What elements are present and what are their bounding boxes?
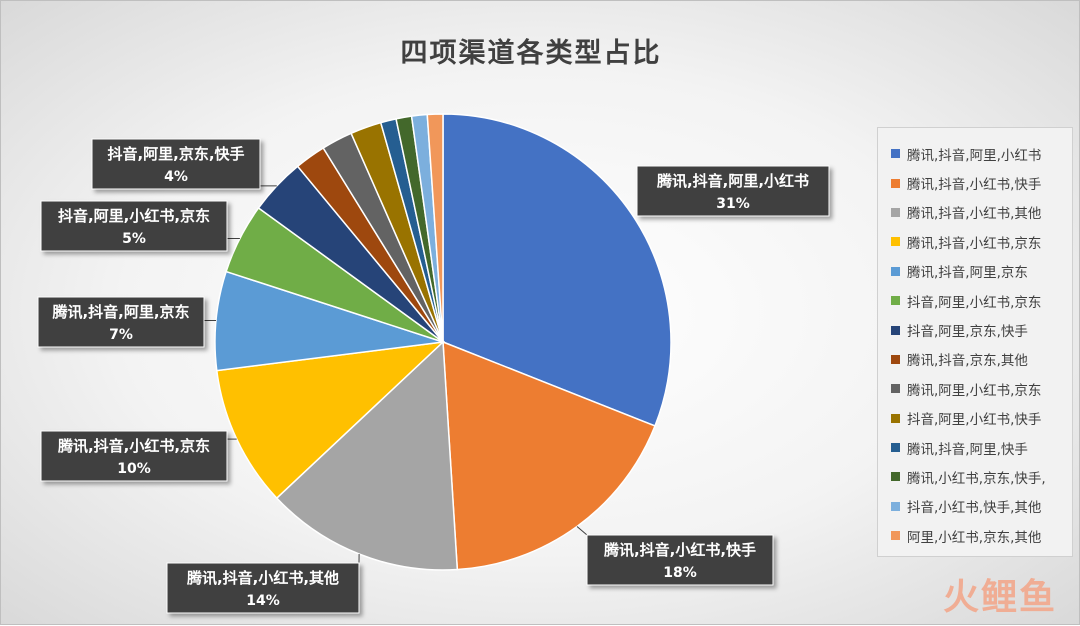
data-label-percent: 10% — [117, 461, 151, 477]
legend-swatch — [891, 414, 900, 423]
legend-swatch — [891, 384, 900, 393]
data-label: 腾讯,抖音,小红书,快手 18% — [587, 535, 773, 585]
data-label-category: 腾讯,抖音,小红书,快手 — [603, 541, 756, 559]
data-label-percent: 31% — [716, 196, 750, 212]
legend-label: 腾讯,抖音,京东,其他 — [907, 349, 1028, 369]
data-label-category: 抖音,阿里,小红书,京东 — [58, 207, 210, 225]
legend-item: 抖音,阿里,小红书,快手 — [878, 404, 1072, 433]
legend-item: 抖音,阿里,京东,快手 — [878, 315, 1072, 344]
legend-item: 腾讯,抖音,阿里,快手 — [878, 433, 1072, 462]
legend: 腾讯,抖音,阿里,小红书腾讯,抖音,小红书,快手腾讯,抖音,小红书,其他腾讯,抖… — [877, 127, 1073, 557]
legend-item: 腾讯,阿里,小红书,京东 — [878, 374, 1072, 403]
legend-item: 腾讯,抖音,阿里,小红书 — [878, 139, 1072, 168]
data-label: 腾讯,抖音,阿里,京东 7% — [38, 297, 204, 347]
legend-swatch — [891, 267, 900, 276]
legend-swatch — [891, 443, 900, 452]
legend-label: 阿里,小红书,京东,其他 — [907, 526, 1041, 546]
data-label-category: 腾讯,抖音,阿里,京东 — [51, 303, 189, 321]
legend-swatch — [891, 296, 900, 305]
watermark: 火鲤鱼 — [943, 568, 1057, 620]
legend-item: 腾讯,抖音,小红书,快手 — [878, 168, 1072, 197]
data-label-percent: 5% — [122, 231, 146, 247]
legend-label: 腾讯,阿里,小红书,京东 — [907, 379, 1041, 399]
data-label-percent: 4% — [164, 169, 188, 185]
legend-item: 抖音,阿里,小红书,京东 — [878, 286, 1072, 315]
legend-label: 抖音,阿里,小红书,快手 — [907, 408, 1041, 428]
data-label-category: 抖音,阿里,京东,快手 — [107, 145, 244, 163]
legend-swatch — [891, 179, 900, 188]
legend-label: 抖音,阿里,京东,快手 — [907, 320, 1028, 340]
legend-item: 抖音,小红书,快手,其他 — [878, 492, 1072, 521]
legend-swatch — [891, 531, 900, 540]
legend-label: 腾讯,抖音,小红书,其他 — [907, 202, 1041, 222]
legend-swatch — [891, 355, 900, 364]
legend-item: 腾讯,抖音,小红书,京东 — [878, 227, 1072, 256]
data-label-percent: 14% — [246, 593, 280, 609]
legend-swatch — [891, 208, 900, 217]
data-label: 腾讯,抖音,阿里,小红书 31% — [637, 166, 829, 216]
legend-swatch — [891, 149, 900, 158]
legend-label: 腾讯,抖音,阿里,快手 — [907, 438, 1028, 458]
data-label: 抖音,阿里,小红书,京东 5% — [41, 201, 227, 251]
legend-item: 腾讯,抖音,小红书,其他 — [878, 198, 1072, 227]
data-label: 腾讯,抖音,小红书,其他 14% — [167, 563, 359, 613]
legend-label: 腾讯,抖音,小红书,京东 — [907, 232, 1041, 252]
legend-label: 腾讯,抖音,阿里,小红书 — [907, 144, 1041, 164]
legend-swatch — [891, 472, 900, 481]
legend-label: 腾讯,抖音,小红书,快手 — [907, 173, 1041, 193]
leader-line — [577, 527, 587, 536]
legend-item: 腾讯,抖音,阿里,京东 — [878, 257, 1072, 286]
legend-swatch — [891, 237, 900, 246]
legend-item: 腾讯,抖音,京东,其他 — [878, 345, 1072, 374]
data-label: 腾讯,抖音,小红书,京东 10% — [41, 431, 227, 481]
data-label: 抖音,阿里,京东,快手 4% — [92, 139, 260, 189]
legend-label: 腾讯,抖音,阿里,京东 — [907, 261, 1028, 281]
legend-label: 腾讯,小红书,京东,快手, — [907, 467, 1046, 487]
legend-label: 抖音,小红书,快手,其他 — [907, 496, 1041, 516]
legend-item: 阿里,小红书,京东,其他 — [878, 521, 1072, 550]
legend-item: 腾讯,小红书,京东,快手, — [878, 462, 1072, 491]
legend-swatch — [891, 326, 900, 335]
data-label-category: 腾讯,抖音,小红书,其他 — [186, 569, 339, 587]
data-label-category: 腾讯,抖音,阿里,小红书 — [656, 172, 809, 190]
data-label-percent: 18% — [663, 565, 697, 581]
data-label-percent: 7% — [109, 327, 133, 343]
legend-label: 抖音,阿里,小红书,京东 — [907, 291, 1041, 311]
legend-swatch — [891, 502, 900, 511]
data-label-category: 腾讯,抖音,小红书,京东 — [57, 437, 210, 455]
